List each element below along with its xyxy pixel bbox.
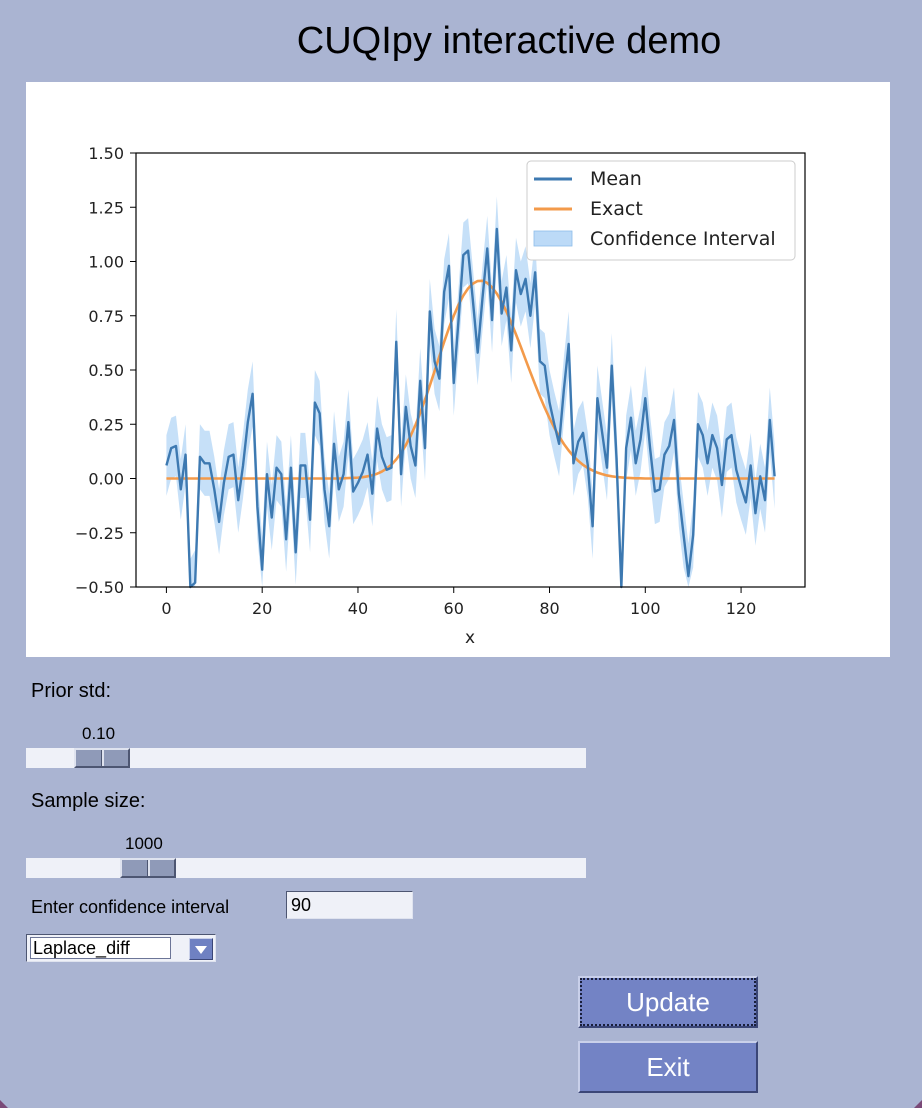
exit-button[interactable]: Exit	[578, 1041, 758, 1093]
operator-dropdown-value: Laplace_diff	[30, 937, 171, 959]
sample-size-slider-thumb[interactable]	[120, 858, 176, 878]
window-corner-right	[914, 1100, 922, 1108]
y-tick-label: 1.00	[88, 253, 124, 272]
sample-size-slider[interactable]	[26, 858, 586, 878]
y-tick-label: 0.75	[88, 307, 124, 326]
prior-std-value: 0.10	[82, 724, 116, 743]
x-tick-label: 80	[539, 599, 559, 618]
prior-std-label: Prior std:	[31, 680, 112, 702]
y-tick-label: 0.25	[88, 415, 124, 434]
y-tick-label: −0.50	[75, 578, 124, 597]
legend-ci-swatch	[533, 230, 573, 247]
x-tick-label: 60	[444, 599, 464, 618]
sample-size-label: Sample size:	[31, 790, 146, 812]
y-tick-label: 0.00	[88, 470, 124, 489]
exact-layer	[166, 279, 775, 480]
y-tick-label: 0.50	[88, 361, 124, 380]
window-title: CUQIpy interactive demo	[296, 20, 722, 62]
x-tick-label: 20	[252, 599, 272, 618]
x-tick-label: 120	[726, 599, 757, 618]
series-exact	[166, 279, 775, 480]
y-tick-label: 1.25	[88, 198, 124, 217]
x-tick-label: 0	[161, 599, 171, 618]
chart: 0 20 40 60 80 100 120 −0.50 −0.25 0.00 0.25 0.50 0.7…	[75, 144, 806, 648]
operator-dropdown[interactable]: Laplace_diff	[26, 934, 216, 962]
prior-std-slider[interactable]	[26, 748, 586, 768]
legend-exact-label: Exact	[590, 198, 643, 220]
confidence-interval-input[interactable]	[286, 891, 413, 919]
chevron-down-icon[interactable]	[189, 938, 213, 960]
x-axis-label: x	[465, 628, 475, 648]
mean-layer	[165, 227, 776, 589]
legend: Mean Exact Confidence Interval	[526, 160, 796, 261]
ticks-layer: 0 20 40 60 80 100 120 −0.50 −0.25 0.00 0.25 0.50 0.7…	[75, 144, 756, 618]
y-tick-label: −0.25	[75, 524, 124, 543]
sample-size-value: 1000	[125, 834, 163, 853]
legend-mean-label: Mean	[590, 168, 642, 190]
window-corner-left	[0, 1100, 8, 1108]
y-tick-label: 1.50	[88, 144, 124, 163]
legend-box	[526, 160, 796, 261]
x-tick-label: 40	[348, 599, 368, 618]
x-tick-label: 100	[630, 599, 661, 618]
prior-std-slider-thumb[interactable]	[74, 748, 130, 768]
series-mean	[165, 227, 776, 589]
update-button[interactable]: Update	[578, 976, 758, 1028]
legend-ci-label: Confidence Interval	[590, 228, 776, 250]
confidence-interval-label: Enter confidence interval	[31, 897, 230, 917]
plot-canvas: 0 20 40 60 80 100 120 −0.50 −0.25 0.00 0.25 0.50 0.7…	[26, 82, 890, 657]
